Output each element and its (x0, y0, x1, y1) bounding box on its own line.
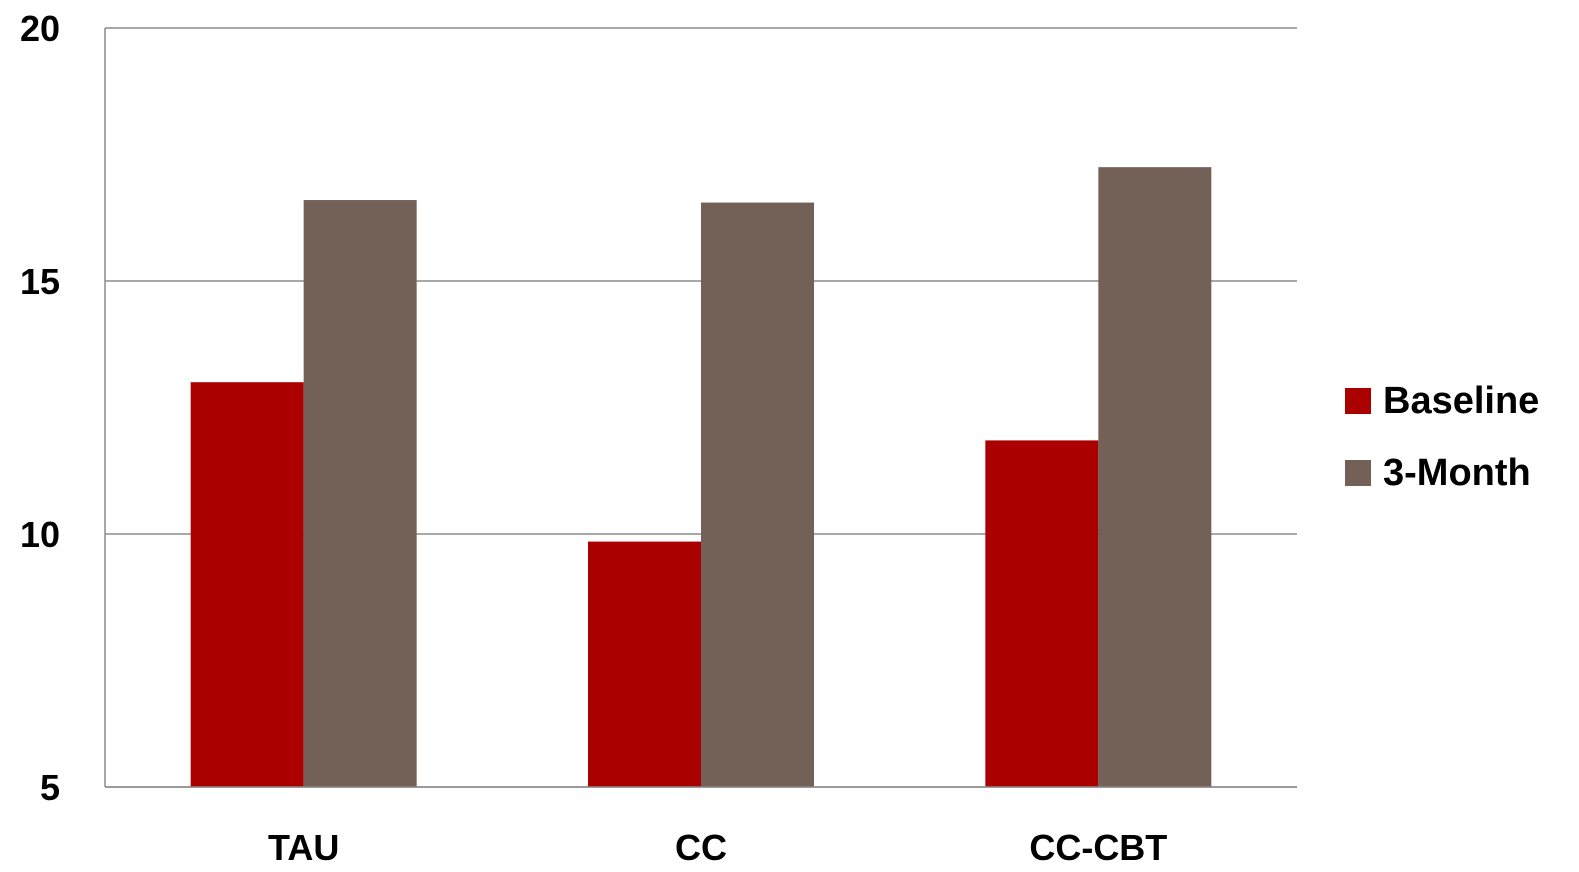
y-tick-label: 20 (20, 8, 60, 49)
bars (190, 167, 1212, 788)
bar-baseline-cc (588, 541, 701, 787)
bar-3-month-cc (701, 202, 814, 787)
axes (104, 28, 1297, 788)
x-tick-label: TAU (268, 827, 339, 868)
legend-swatch-3-month (1345, 460, 1371, 486)
bar-baseline-cc-cbt (985, 440, 1099, 787)
x-tick-labels: TAU CC CC-CBT (268, 827, 1167, 868)
legend-swatch-baseline (1345, 388, 1371, 414)
y-tick-label: 15 (20, 261, 60, 302)
bar-3-month-cc-cbt (1098, 167, 1212, 787)
x-tick-label: CC-CBT (1029, 827, 1167, 868)
legend-label-3-month: 3-Month (1383, 452, 1531, 494)
bar-baseline-tau (190, 382, 304, 787)
x-tick-label: CC (675, 827, 727, 868)
legend-label-baseline: Baseline (1383, 380, 1539, 422)
y-tick-label: 10 (20, 514, 60, 555)
bar-3-month-tau (303, 200, 417, 788)
y-tick-label: 5 (40, 767, 60, 808)
y-tick-labels: 5 10 15 20 (20, 8, 60, 808)
legend: Baseline 3-Month (1345, 380, 1539, 494)
